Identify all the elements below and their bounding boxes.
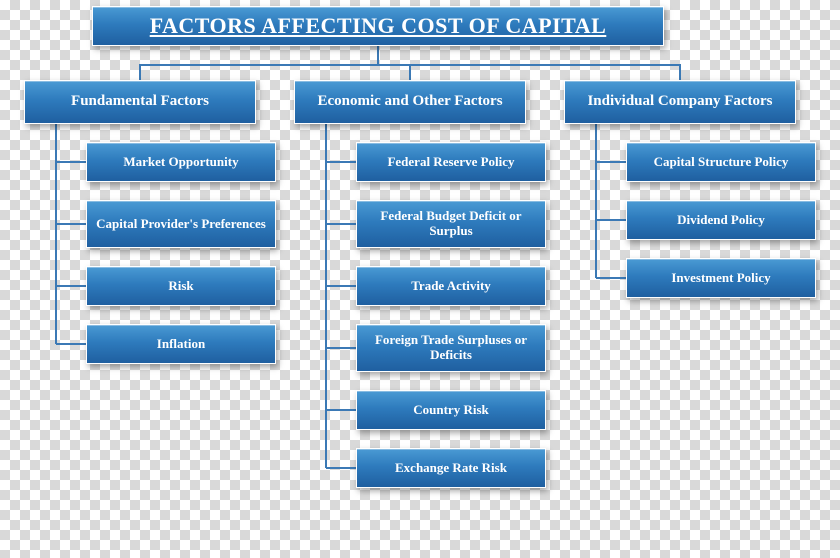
connector (325, 124, 327, 468)
connector (56, 285, 86, 287)
connector (326, 467, 356, 469)
connector (326, 285, 356, 287)
item-fundamental-2: Risk (86, 266, 276, 306)
connector (56, 161, 86, 163)
connector (679, 64, 681, 80)
item-economic-3: Foreign Trade Surpluses or Deficits (356, 324, 546, 372)
connector (56, 343, 86, 345)
item-fundamental-3: Inflation (86, 324, 276, 364)
connector (596, 219, 626, 221)
connector (596, 161, 626, 163)
item-economic-1: Federal Budget Deficit or Surplus (356, 200, 546, 248)
connector (377, 46, 379, 64)
category-economic: Economic and Other Factors (294, 80, 526, 124)
diagram-title: FACTORS AFFECTING COST OF CAPITAL (92, 6, 664, 46)
connector (326, 347, 356, 349)
connector (596, 277, 626, 279)
item-company-1: Dividend Policy (626, 200, 816, 240)
category-company: Individual Company Factors (564, 80, 796, 124)
item-economic-2: Trade Activity (356, 266, 546, 306)
connector (595, 124, 597, 278)
connector (326, 409, 356, 411)
item-economic-0: Federal Reserve Policy (356, 142, 546, 182)
connector (56, 223, 86, 225)
connector (409, 64, 411, 80)
item-company-2: Investment Policy (626, 258, 816, 298)
item-fundamental-1: Capital Provider's Preferences (86, 200, 276, 248)
category-fundamental: Fundamental Factors (24, 80, 256, 124)
connector (139, 64, 141, 80)
item-economic-4: Country Risk (356, 390, 546, 430)
item-fundamental-0: Market Opportunity (86, 142, 276, 182)
connector (326, 161, 356, 163)
item-company-0: Capital Structure Policy (626, 142, 816, 182)
connector (326, 223, 356, 225)
item-economic-5: Exchange Rate Risk (356, 448, 546, 488)
connector (55, 124, 57, 344)
